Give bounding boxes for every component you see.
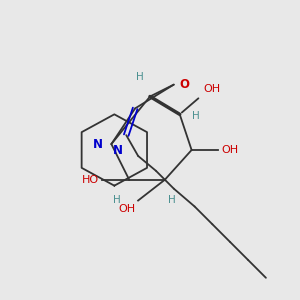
Text: H: H (136, 72, 144, 82)
Text: N: N (113, 144, 123, 157)
Text: H: H (112, 195, 120, 205)
Text: OH: OH (221, 145, 239, 155)
Text: OH: OH (118, 203, 135, 214)
Text: O: O (180, 78, 190, 91)
Text: HO: HO (82, 175, 100, 185)
Text: N: N (92, 138, 102, 151)
Text: H: H (168, 195, 176, 205)
Text: H: H (192, 111, 200, 122)
Text: OH: OH (203, 83, 220, 94)
